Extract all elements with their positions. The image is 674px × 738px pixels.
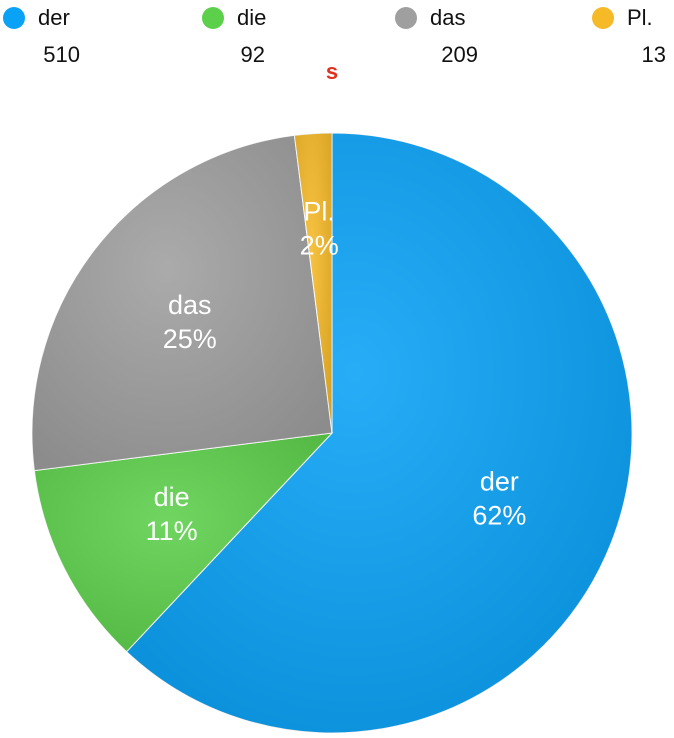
slice-label: die (154, 482, 190, 512)
legend-count: 92 (241, 42, 265, 67)
legend-label: der (38, 5, 70, 30)
slice-label: der (480, 466, 519, 496)
legend-label: Pl. (627, 5, 653, 30)
slice-value: 11% (146, 516, 198, 546)
legend-swatch (3, 7, 25, 29)
legend-label: die (237, 5, 266, 30)
legend-count: 13 (642, 42, 666, 67)
slice-label: Pl. (303, 197, 335, 227)
legend-swatch (202, 7, 224, 29)
slice-value: 62% (472, 500, 526, 530)
slice-value: 2% (300, 231, 339, 261)
slice-label: das (168, 290, 212, 320)
legend-swatch (592, 7, 614, 29)
legend-count: 209 (441, 42, 478, 67)
legend-swatch (395, 7, 417, 29)
legend-label: das (430, 5, 465, 30)
legend-count: 510 (43, 42, 80, 67)
annotation: s (326, 59, 338, 84)
slice-value: 25% (163, 324, 217, 354)
